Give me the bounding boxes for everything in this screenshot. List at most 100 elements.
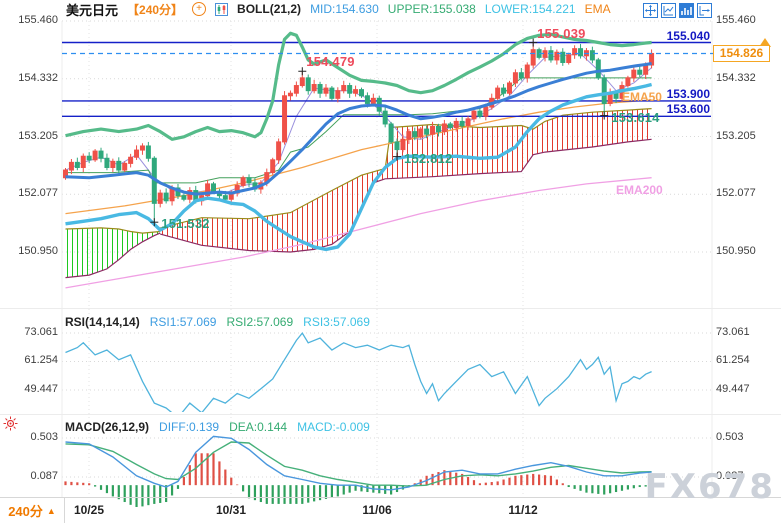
- dea-line: [65, 441, 652, 487]
- diff-line: [65, 435, 652, 491]
- candle: [394, 141, 400, 151]
- candle: [305, 77, 311, 92]
- candle: [589, 50, 595, 61]
- candle: [222, 195, 228, 200]
- candle: [595, 59, 601, 79]
- cloud-red: [160, 108, 652, 252]
- boll-upper-line: [65, 31, 652, 141]
- candle: [122, 162, 128, 171]
- candle: [240, 177, 246, 186]
- chart-toolbar: [643, 3, 712, 18]
- candle: [465, 118, 471, 126]
- current-price-box: 154.826: [713, 45, 770, 63]
- candle: [601, 77, 607, 104]
- candle: [139, 145, 145, 151]
- candle: [347, 85, 353, 94]
- date-axis-strip: 240分 ▲: [0, 497, 781, 523]
- candle: [625, 77, 631, 87]
- candle: [435, 126, 441, 133]
- period-selector-button[interactable]: 240分 ▲: [0, 498, 65, 523]
- candle: [323, 87, 329, 94]
- boll-upper-value: UPPER:155.038: [387, 2, 476, 16]
- boll-lower-value: LOWER:154.221: [484, 2, 576, 16]
- candle: [613, 92, 619, 99]
- ema-label: EMA: [584, 2, 611, 16]
- candle: [364, 95, 370, 104]
- candle: [317, 84, 323, 94]
- axis-scale-icon[interactable]: [661, 3, 676, 18]
- candle: [104, 157, 110, 168]
- bar-chart-icon[interactable]: [679, 3, 694, 18]
- candle: [134, 149, 140, 158]
- candle: [276, 141, 282, 161]
- rsi2-value: RSI2:57.069: [226, 315, 294, 329]
- swing-marker: [529, 38, 538, 47]
- candle: [477, 110, 483, 117]
- candle: [211, 183, 216, 193]
- add-indicator-icon[interactable]: +: [192, 2, 207, 16]
- rsi-header: RSI(14,14,14) RSI1:57.069 RSI2:57.069 RS…: [65, 315, 370, 329]
- candle: [293, 85, 299, 94]
- candlestick-chart-icon[interactable]: [215, 2, 229, 16]
- candle: [430, 126, 436, 135]
- candle: [447, 123, 453, 129]
- candle: [157, 192, 163, 204]
- period-button-label: 240分: [8, 504, 43, 519]
- macd-settings-icon[interactable]: [3, 416, 18, 431]
- candle: [412, 131, 418, 138]
- macd-params-label: MACD(26,12,9): [65, 420, 150, 434]
- candle: [483, 106, 489, 117]
- candle: [388, 123, 394, 143]
- candle: [637, 69, 643, 75]
- bollinger-bands: [65, 31, 653, 252]
- candle: [418, 128, 424, 138]
- watermark: FX678: [644, 467, 775, 507]
- candle: [80, 155, 86, 168]
- candle: [453, 120, 459, 129]
- candle: [518, 72, 524, 79]
- rsi-line: [65, 331, 652, 412]
- candle: [110, 160, 116, 168]
- caret-up-icon: ▲: [46, 505, 56, 516]
- candle: [74, 161, 80, 168]
- rsi3-value: RSI3:57.069: [303, 315, 370, 329]
- candle: [92, 150, 98, 161]
- period-label: 【240分】: [127, 2, 184, 17]
- macd-header: MACD(26,12,9) DIFF:0.139 DEA:0.144 MACD:…: [65, 420, 370, 434]
- candlestick-series: [63, 42, 655, 223]
- swing-marker: [393, 152, 402, 161]
- candle: [501, 87, 507, 94]
- boll-mid-line: [65, 62, 652, 196]
- exit-right-icon[interactable]: [697, 3, 712, 18]
- candle: [299, 77, 305, 87]
- macd-histogram: [64, 453, 653, 507]
- candle: [116, 160, 122, 171]
- candle: [98, 150, 104, 159]
- candle: [205, 183, 211, 197]
- candle: [382, 110, 388, 125]
- candle: [548, 50, 554, 61]
- swing-marker: [298, 67, 307, 76]
- candle: [329, 87, 335, 99]
- candle: [359, 89, 364, 97]
- candle: [145, 145, 151, 159]
- candle: [311, 84, 317, 92]
- candle: [554, 51, 560, 61]
- candle: [459, 120, 465, 126]
- candle: [246, 177, 252, 184]
- candle: [572, 48, 578, 56]
- candle: [282, 95, 288, 143]
- candle: [353, 89, 359, 94]
- boll-lower-line: [65, 82, 653, 252]
- candle: [530, 49, 536, 66]
- swing-marker: [150, 218, 159, 227]
- boll-mid-value: MID:154.630: [310, 2, 379, 16]
- pan-icon[interactable]: [643, 3, 658, 18]
- ema200-line: [65, 177, 652, 289]
- macd-lines: [65, 435, 652, 491]
- swing-marker: [600, 111, 609, 120]
- candle: [566, 54, 572, 63]
- candle: [441, 123, 447, 133]
